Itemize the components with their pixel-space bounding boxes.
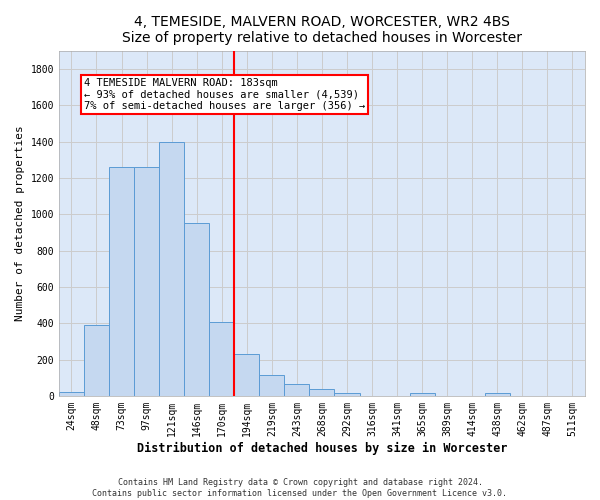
- Bar: [59, 392, 84, 396]
- Bar: [209, 322, 234, 396]
- Bar: [259, 376, 284, 396]
- Bar: [234, 354, 259, 396]
- Text: Contains HM Land Registry data © Crown copyright and database right 2024.
Contai: Contains HM Land Registry data © Crown c…: [92, 478, 508, 498]
- Bar: [84, 326, 109, 396]
- Bar: [134, 167, 159, 396]
- Y-axis label: Number of detached properties: Number of detached properties: [15, 126, 25, 322]
- Bar: [410, 393, 434, 396]
- Bar: [184, 224, 209, 396]
- Bar: [284, 384, 310, 396]
- Title: 4, TEMESIDE, MALVERN ROAD, WORCESTER, WR2 4BS
Size of property relative to detac: 4, TEMESIDE, MALVERN ROAD, WORCESTER, WR…: [122, 15, 522, 45]
- X-axis label: Distribution of detached houses by size in Worcester: Distribution of detached houses by size …: [137, 442, 507, 455]
- Bar: [310, 389, 334, 396]
- Bar: [485, 393, 510, 396]
- Bar: [159, 142, 184, 396]
- Text: 4 TEMESIDE MALVERN ROAD: 183sqm
← 93% of detached houses are smaller (4,539)
7% : 4 TEMESIDE MALVERN ROAD: 183sqm ← 93% of…: [84, 78, 365, 111]
- Bar: [109, 167, 134, 396]
- Bar: [334, 393, 359, 396]
